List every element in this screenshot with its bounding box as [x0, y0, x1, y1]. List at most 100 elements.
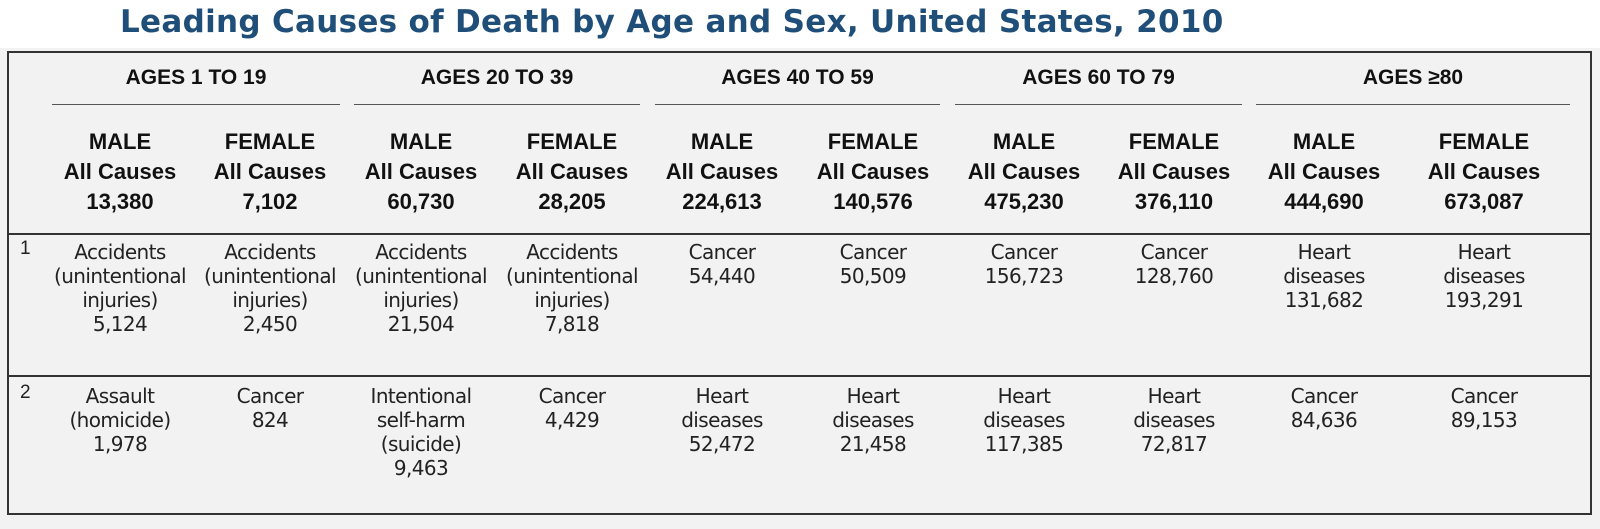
column-label: All Causes: [515, 159, 629, 184]
cell-line: Accidents: [526, 240, 618, 264]
age-group-rule: [354, 104, 640, 105]
cell-line: (unintentional: [506, 264, 639, 288]
cell-line: 117,385: [984, 432, 1064, 456]
table-cell: Cancer 89,153: [1409, 384, 1559, 432]
cell-line: 89,153: [1450, 408, 1518, 432]
table-cell: Heart diseases 21,458: [798, 384, 948, 456]
age-group-rule: [52, 104, 340, 105]
column-total: 444,690: [1284, 189, 1364, 214]
column-header: MALE All Causes 444,690: [1249, 127, 1399, 217]
cell-line: 2,450: [242, 312, 298, 336]
cell-line: Cancer: [538, 384, 606, 408]
cell-line: (unintentional: [54, 264, 187, 288]
cell-line: Intentional: [370, 384, 473, 408]
table-cell: Accidents (unintentional injuries) 5,124: [45, 240, 195, 336]
cell-line: 156,723: [984, 264, 1064, 288]
column-sex: MALE: [992, 129, 1056, 154]
cell-line: Accidents: [375, 240, 467, 264]
column-sex: MALE: [1292, 129, 1356, 154]
column-sex: FEMALE: [526, 129, 618, 154]
row-divider: [7, 375, 1592, 377]
age-group-header: AGES 20 TO 39: [420, 66, 574, 89]
cell-line: injuries): [232, 288, 308, 312]
age-group-header: AGES 1 TO 19: [125, 66, 267, 89]
column-header: FEMALE All Causes 7,102: [195, 127, 345, 217]
cell-line: injuries): [383, 288, 459, 312]
age-group-rule: [655, 104, 940, 105]
cell-line: (suicide): [380, 432, 462, 456]
column-sex: FEMALE: [827, 129, 919, 154]
cell-line: injuries): [82, 288, 158, 312]
table-cell: Accidents (unintentional injuries) 7,818: [497, 240, 647, 336]
column-total: 60,730: [387, 189, 455, 214]
table-cell: Cancer 128,760: [1099, 240, 1249, 288]
cell-line: 21,504: [387, 312, 455, 336]
cell-line: 54,440: [688, 264, 756, 288]
table-cell: Heart diseases 193,291: [1409, 240, 1559, 312]
column-label: All Causes: [967, 159, 1081, 184]
cell-line: 72,817: [1140, 432, 1208, 456]
row-rank: 1: [20, 238, 31, 259]
table-cell: Cancer 50,509: [798, 240, 948, 288]
column-total: 673,087: [1444, 189, 1524, 214]
column-label: All Causes: [364, 159, 478, 184]
column-header: FEMALE All Causes 140,576: [798, 127, 948, 217]
column-header: MALE All Causes 60,730: [346, 127, 496, 217]
column-label: All Causes: [816, 159, 930, 184]
column-label: All Causes: [213, 159, 327, 184]
cell-line: Cancer: [1290, 384, 1358, 408]
cell-line: 52,472: [688, 432, 756, 456]
cell-line: Heart: [997, 384, 1051, 408]
table-cell: Heart diseases 117,385: [949, 384, 1099, 456]
row-divider: [7, 233, 1592, 235]
cell-line: Cancer: [688, 240, 756, 264]
column-sex: FEMALE: [1438, 129, 1530, 154]
table-cell: Cancer 54,440: [647, 240, 797, 288]
title-bar: Leading Causes of Death by Age and Sex, …: [0, 0, 1600, 48]
cell-line: Cancer: [1140, 240, 1208, 264]
age-group-header: AGES 60 TO 79: [1022, 66, 1175, 89]
column-label: All Causes: [1117, 159, 1231, 184]
column-sex: MALE: [88, 129, 152, 154]
cell-line: 7,818: [544, 312, 600, 336]
table-cell: Heart diseases 72,817: [1099, 384, 1249, 456]
column-total: 140,576: [833, 189, 913, 214]
cell-line: Cancer: [990, 240, 1058, 264]
cell-line: diseases: [1133, 408, 1215, 432]
column-total: 7,102: [242, 189, 298, 214]
age-group-rule: [955, 104, 1242, 105]
column-header: FEMALE All Causes 673,087: [1409, 127, 1559, 217]
column-sex: FEMALE: [224, 129, 316, 154]
cell-line: Cancer: [236, 384, 304, 408]
cell-line: 1,978: [92, 432, 148, 456]
column-header: MALE All Causes 13,380: [45, 127, 195, 217]
age-group-header: AGES ≥80: [1362, 66, 1464, 89]
cell-line: (homicide): [69, 408, 171, 432]
cell-line: Cancer: [1450, 384, 1518, 408]
table-cell: Intentional self-harm (suicide) 9,463: [346, 384, 496, 480]
page-title: Leading Causes of Death by Age and Sex, …: [120, 4, 1224, 40]
table-cell: Heart diseases 131,682: [1249, 240, 1399, 312]
column-label: All Causes: [1267, 159, 1381, 184]
cell-line: 824: [251, 408, 289, 432]
table-frame: [7, 51, 1592, 515]
cell-line: diseases: [1443, 264, 1525, 288]
column-header: MALE All Causes 475,230: [949, 127, 1099, 217]
column-total: 224,613: [682, 189, 762, 214]
cell-line: Heart: [695, 384, 749, 408]
cell-line: Heart: [846, 384, 900, 408]
row-rank: 2: [20, 382, 31, 403]
cell-line: Heart: [1297, 240, 1351, 264]
table-panel: [0, 48, 1600, 529]
cell-line: Accidents: [74, 240, 166, 264]
cell-line: self-harm: [376, 408, 466, 432]
column-total: 376,110: [1134, 189, 1214, 214]
cell-line: (unintentional: [355, 264, 488, 288]
cell-line: 128,760: [1134, 264, 1214, 288]
age-group-header: AGES 40 TO 59: [721, 66, 874, 89]
column-total: 13,380: [86, 189, 154, 214]
column-label: All Causes: [1427, 159, 1541, 184]
column-label: All Causes: [665, 159, 779, 184]
cell-line: 9,463: [393, 456, 449, 480]
table-cell: Heart diseases 52,472: [647, 384, 797, 456]
